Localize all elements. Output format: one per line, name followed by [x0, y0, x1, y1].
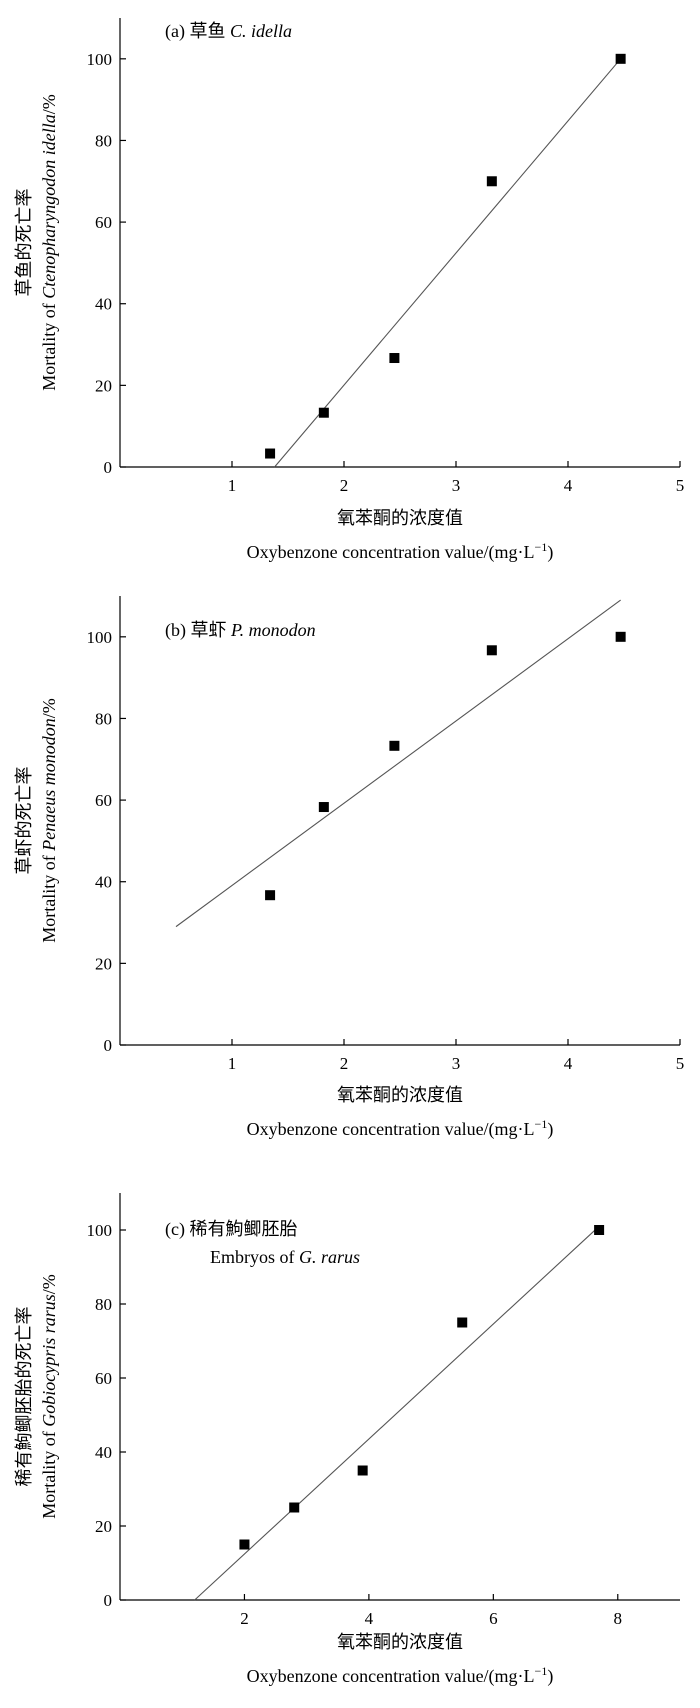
- panel-label-line2: Embryos of G. rarus: [210, 1247, 360, 1267]
- y-tick-label: 20: [95, 1517, 112, 1536]
- data-point: [389, 353, 400, 364]
- y-tick-label: 0: [104, 458, 113, 477]
- x-tick-label: 3: [452, 1054, 461, 1073]
- fit-line: [194, 1225, 600, 1601]
- x-tick-label: 1: [228, 476, 237, 495]
- fit-line: [274, 58, 622, 468]
- data-point: [239, 1539, 250, 1550]
- panel-label: (b) 草虾 P. monodon: [165, 620, 316, 641]
- data-point: [486, 176, 497, 187]
- y-tick-label: 80: [95, 1295, 112, 1314]
- y-tick-label: 80: [95, 709, 112, 728]
- y-tick-label: 60: [95, 791, 112, 810]
- data-point: [318, 802, 329, 813]
- y-tick-label: 60: [95, 1369, 112, 1388]
- x-tick-label: 1: [228, 1054, 237, 1073]
- y-tick-label: 20: [95, 376, 112, 395]
- y-tick-label: 40: [95, 873, 112, 892]
- chart-panel-1: 0 20 40 60 80 100 1 2 3 4 5 (a) 草鱼 C. idella 氧苯酮的浓度值…: [14, 18, 684, 563]
- y-tick-label: 40: [95, 295, 112, 314]
- y-tick-label: 20: [95, 954, 112, 973]
- data-point: [594, 1225, 605, 1235]
- y-tick-label: 0: [104, 1036, 113, 1055]
- panel-label: (a) 草鱼 C. idella: [165, 21, 292, 42]
- x-tick-label: 3: [452, 476, 461, 495]
- x-axis-title-cn: 氧苯酮的浓度值: [337, 508, 463, 528]
- panel-label: (c) 稀有鮈鲫胚胎: [165, 1219, 297, 1240]
- y-tick-label: 100: [87, 50, 113, 69]
- x-tick-label: 8: [614, 1609, 623, 1628]
- x-axis-title-en: Oxybenzone concentration value/(mg·L−1): [247, 1664, 554, 1687]
- x-axis-title-cn: 氧苯酮的浓度值: [337, 1085, 463, 1105]
- y-tick-label: 0: [104, 1591, 113, 1610]
- x-tick-label: 5: [676, 1054, 685, 1073]
- data-point: [357, 1465, 368, 1476]
- data-point: [265, 448, 276, 459]
- y-tick-label: 100: [87, 628, 113, 647]
- x-axis-title-en: Oxybenzone concentration value/(mg·L−1): [247, 540, 554, 563]
- x-axis-title-cn: 氧苯酮的浓度值: [337, 1632, 463, 1652]
- y-axis-title-cn: 草虾的死亡率: [14, 767, 34, 875]
- y-tick-label: 100: [87, 1221, 113, 1240]
- chart-panel-3: 0 20 40 60 80 100 2 4 6 8 (c) 稀有鮈鲫胚胎 Embryos of G. …: [14, 1193, 680, 1687]
- data-point: [457, 1317, 468, 1328]
- x-tick-label: 4: [564, 1054, 573, 1073]
- x-tick-label: 6: [489, 1609, 498, 1628]
- x-axis-title-en: Oxybenzone concentration value/(mg·L−1): [247, 1117, 554, 1140]
- x-tick-label: 2: [240, 1609, 249, 1628]
- x-tick-label: 4: [564, 476, 573, 495]
- data-point: [486, 645, 497, 656]
- fit-line: [175, 599, 621, 928]
- x-tick-label: 5: [676, 476, 685, 495]
- y-axis-title-en: Mortality of Gobiocypris rarus/%: [39, 1274, 59, 1519]
- y-tick-label: 80: [95, 131, 112, 150]
- y-axis-title-en: Mortality of Ctenopharyngodon idella/%: [39, 94, 59, 390]
- y-axis-title-cn: 稀有鮈鲫胚胎的死亡率: [14, 1307, 34, 1487]
- y-axis-title-cn: 草鱼的死亡率: [14, 189, 34, 297]
- y-tick-label: 40: [95, 1443, 112, 1462]
- data-point: [318, 407, 329, 418]
- data-point: [265, 890, 276, 901]
- chart-panel-2: 0 20 40 60 80 100 1 2 3 4 5 (b) 草虾 P. monodon 氧苯酮的浓度…: [14, 596, 684, 1140]
- data-point: [389, 740, 400, 751]
- x-tick-label: 2: [340, 476, 349, 495]
- data-point: [615, 53, 626, 64]
- x-tick-label: 2: [340, 1054, 349, 1073]
- y-axis-title-en: Mortality of Penaeus monodon/%: [39, 698, 59, 942]
- data-point: [289, 1502, 300, 1513]
- y-tick-label: 60: [95, 213, 112, 232]
- data-point: [615, 631, 626, 642]
- x-tick-label: 4: [365, 1609, 374, 1628]
